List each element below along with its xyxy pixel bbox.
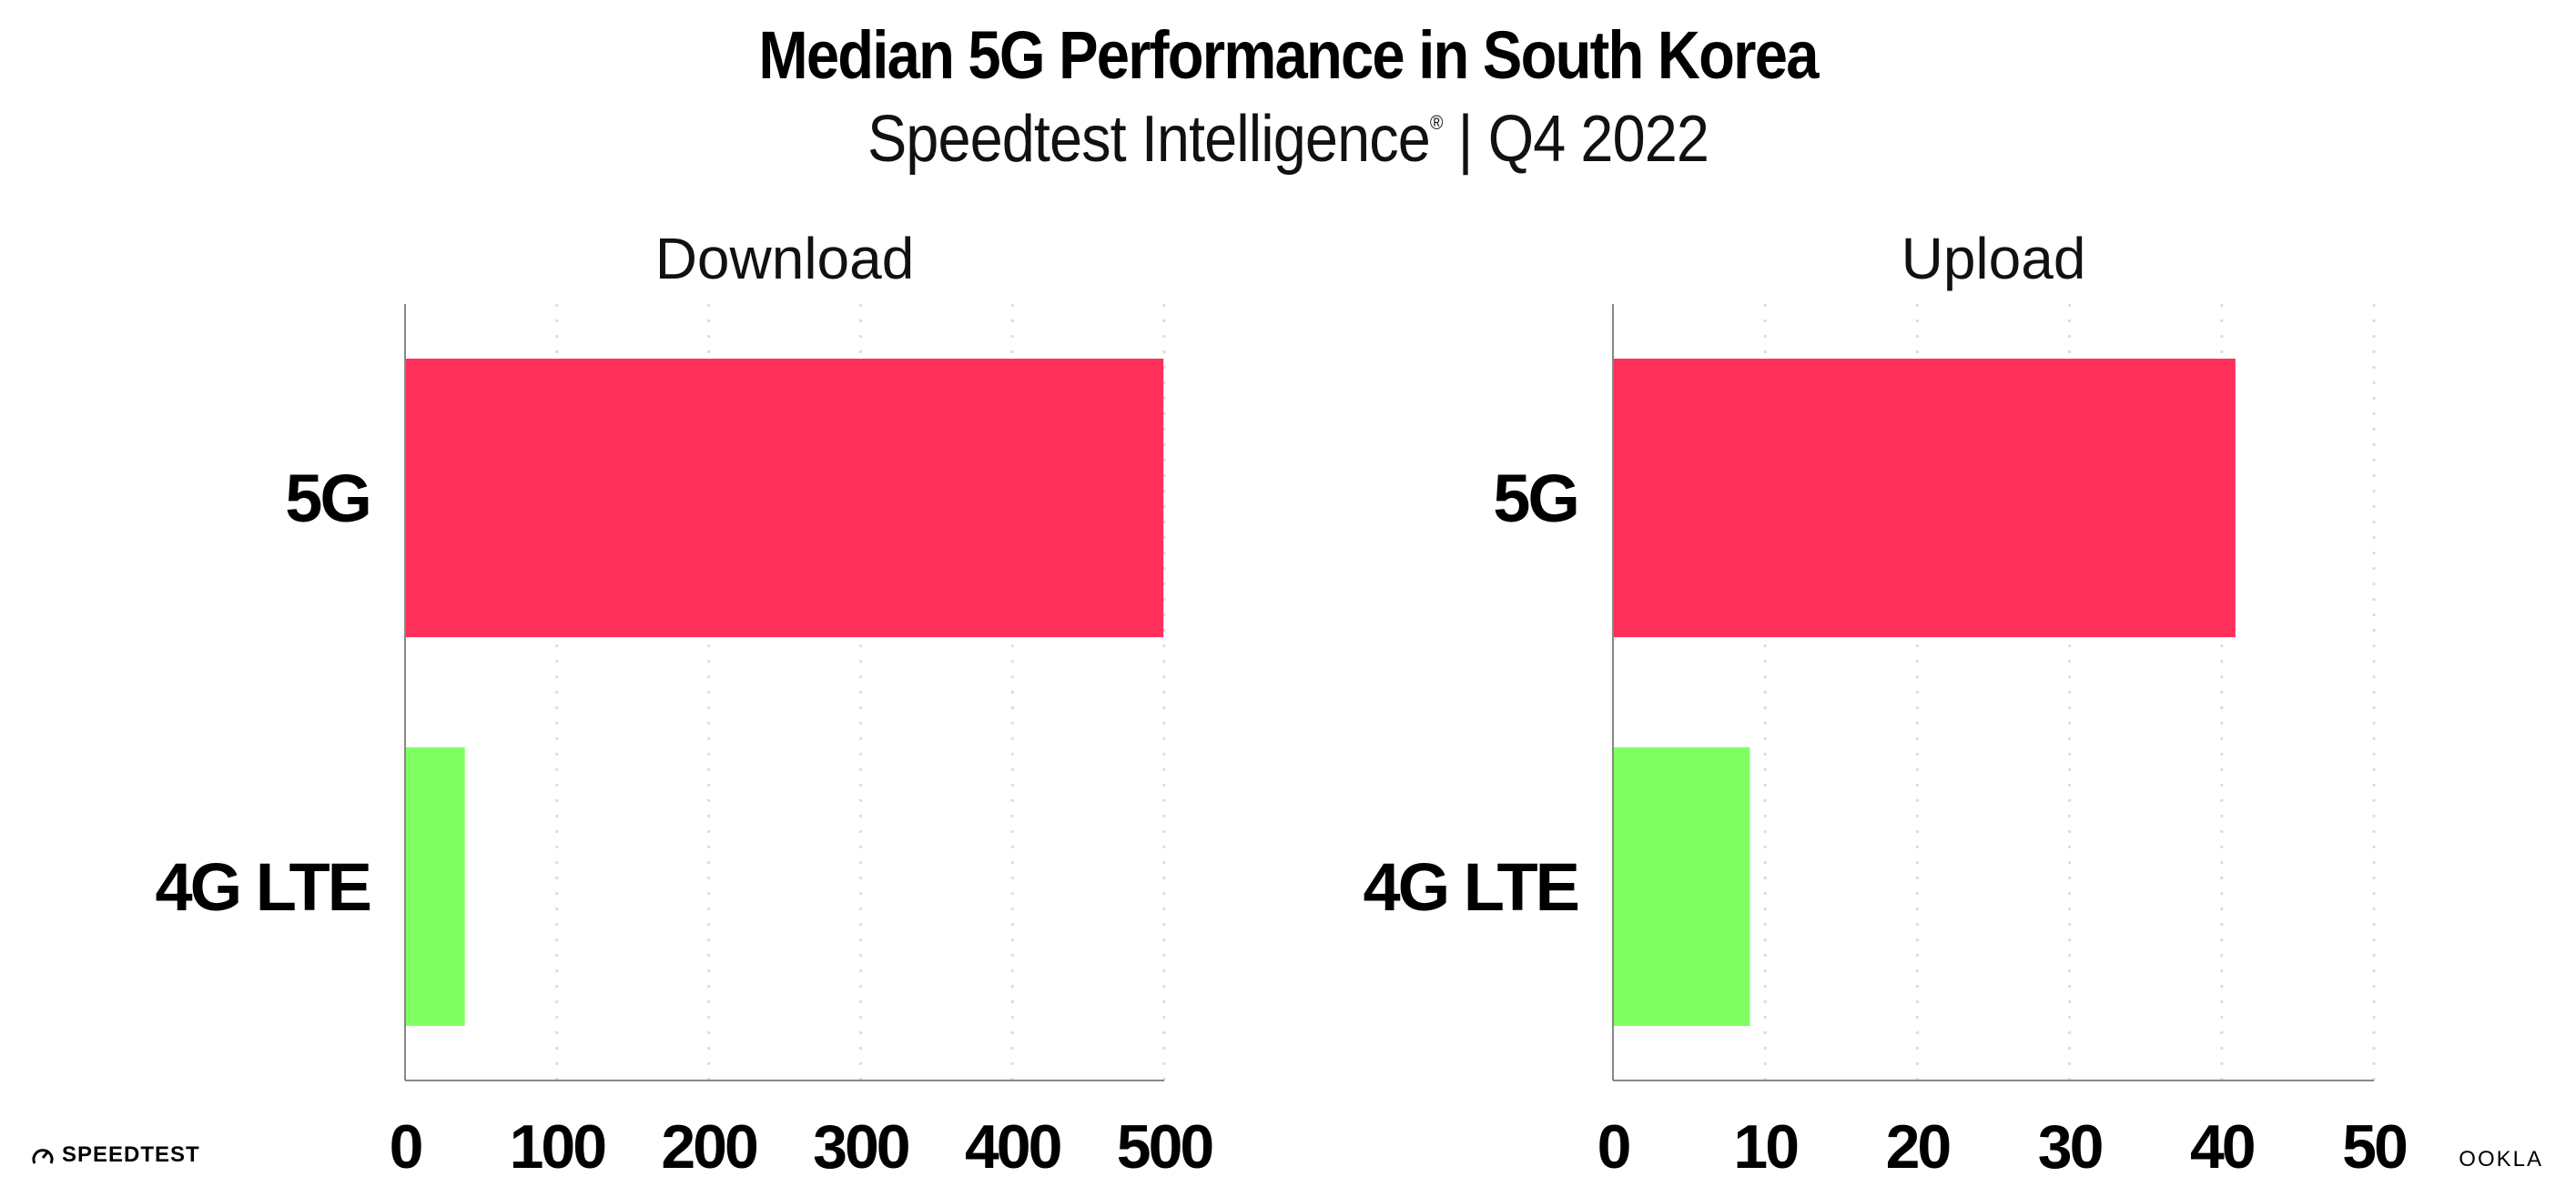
download-tick-label: 100	[510, 1112, 606, 1182]
upload-category-label: 5G	[1493, 461, 1577, 536]
upload-tick-label: 50	[2342, 1112, 2407, 1182]
upload-bar-4g-lte	[1613, 747, 1750, 1026]
download-tick-label: 500	[1117, 1112, 1213, 1182]
registered-mark: ®	[1429, 111, 1444, 134]
download-tick-label: 400	[965, 1112, 1061, 1182]
upload-tick-unit: Mbps	[2336, 1194, 2413, 1197]
download-tick-label: 0	[390, 1112, 422, 1182]
download-tick-unit: Mbps	[1126, 1194, 1203, 1197]
speedtest-logo-text: SPEEDTEST	[62, 1142, 200, 1167]
download-category-label: 4G LTE	[155, 849, 370, 925]
download-tick-unit: Mbps	[518, 1194, 595, 1197]
ookla-logo: OOKLA	[2459, 1147, 2543, 1172]
download-tick-label: 200	[661, 1112, 757, 1182]
upload-tick-unit: Mbps	[2183, 1194, 2260, 1197]
speedtest-logo: SPEEDTEST	[31, 1142, 200, 1168]
download-tick-label: 300	[813, 1112, 909, 1182]
upload-bar-5g	[1613, 359, 2236, 637]
download-tick-unit: Mbps	[974, 1194, 1051, 1197]
download-bar-4g-lte	[405, 747, 465, 1026]
chart-title: Median 5G Performance in South Korea	[758, 17, 1819, 93]
speedometer-icon	[32, 1149, 54, 1164]
download-tick-unit: Mbps	[822, 1194, 899, 1197]
chart-subtitle: Speedtest Intelligence® | Q4 2022	[129, 102, 2448, 177]
upload-tick-label: 20	[1886, 1112, 1951, 1182]
upload-tick-unit: Mbps	[2031, 1194, 2108, 1197]
download-category-label: 5G	[285, 461, 370, 536]
upload-tick-label: 10	[1733, 1112, 1798, 1182]
download-bar-5g	[405, 359, 1164, 637]
upload-tick-label: 40	[2190, 1112, 2255, 1182]
upload-tick-label: 30	[2038, 1112, 2103, 1182]
upload-panel-title: Upload	[1902, 226, 2086, 291]
upload-category-label: 4G LTE	[1363, 849, 1577, 925]
download-tick-unit: Mbps	[670, 1194, 747, 1197]
subtitle-main: Speedtest Intelligence	[867, 103, 1431, 176]
upload-tick-unit: Mbps	[1727, 1194, 1804, 1197]
subtitle-period: | Q4 2022	[1442, 103, 1709, 176]
download-panel-title: Download	[655, 226, 915, 291]
upload-tick-unit: Mbps	[1879, 1194, 1956, 1197]
upload-tick-label: 0	[1597, 1112, 1630, 1182]
